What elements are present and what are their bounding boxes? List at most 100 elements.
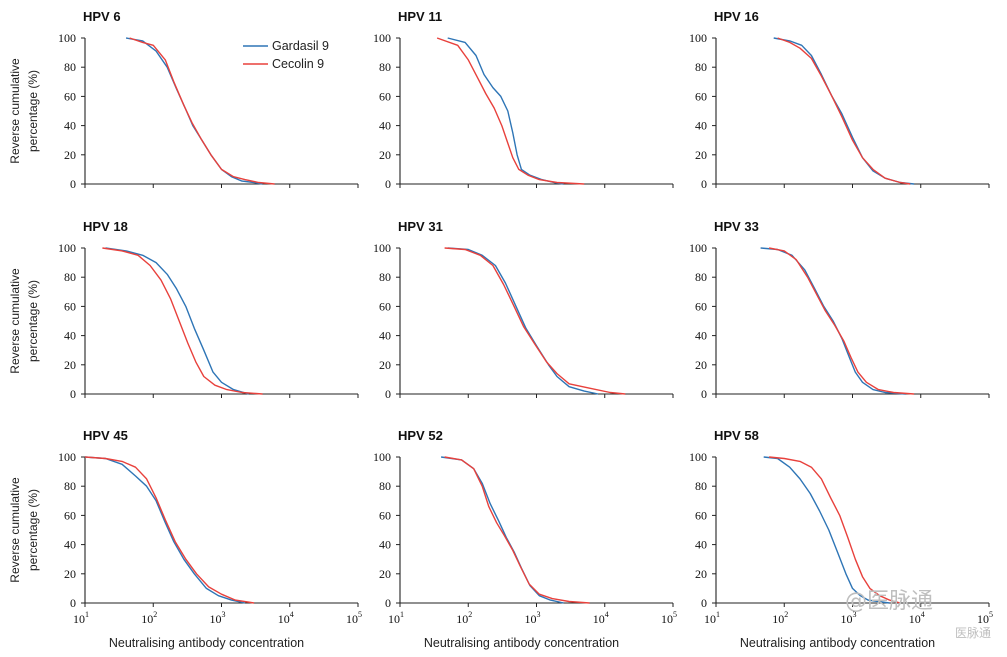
- y-tick-label: 60: [64, 299, 76, 313]
- x-tick-exponent: 2: [468, 610, 472, 619]
- series-line-gardasil-9: [84, 456, 246, 604]
- y-tick-label: 80: [695, 60, 707, 74]
- x-tick-label: 103: [210, 610, 226, 626]
- x-tick-base: 10: [841, 612, 853, 626]
- y-tick-label: 60: [695, 508, 707, 522]
- y-tick-label: 80: [695, 479, 707, 493]
- x-tick-exponent: 5: [989, 610, 993, 619]
- x-tick-exponent: 1: [716, 610, 720, 619]
- x-tick-label: 102: [772, 610, 788, 626]
- y-tick-label: 40: [64, 538, 76, 552]
- x-tick-exponent: 1: [85, 610, 89, 619]
- y-tick-label: 0: [70, 387, 76, 401]
- series-line-gardasil-9: [441, 456, 564, 604]
- x-tick-exponent: 4: [605, 610, 609, 619]
- y-tick-label: 20: [695, 358, 707, 372]
- series-line-cecolin-9: [84, 456, 255, 604]
- x-tick-label: 103: [525, 610, 541, 626]
- y-tick-label: 40: [379, 119, 391, 133]
- y-tick-label: 20: [379, 358, 391, 372]
- x-tick-base: 10: [278, 612, 290, 626]
- x-tick-base: 10: [456, 612, 468, 626]
- x-axis-label: Neutralising antibody concentration: [109, 636, 304, 650]
- y-tick-label: 60: [379, 89, 391, 103]
- x-tick-exponent: 3: [537, 610, 541, 619]
- y-tick-label: 100: [58, 450, 76, 464]
- y-tick-label: 100: [58, 241, 76, 255]
- y-tick-label: 0: [385, 387, 391, 401]
- y-tick-label: 20: [379, 567, 391, 581]
- x-tick-label: 104: [909, 610, 925, 626]
- x-tick-label: 103: [841, 610, 857, 626]
- y-tick-label: 0: [385, 596, 391, 610]
- y-tick-label: 100: [373, 450, 391, 464]
- x-tick-label: 101: [388, 610, 404, 626]
- x-tick-base: 10: [909, 612, 921, 626]
- y-tick-label: 80: [64, 479, 76, 493]
- series-line-gardasil-9: [763, 456, 890, 604]
- series-line-gardasil-9: [447, 247, 599, 395]
- x-tick-label: 105: [977, 610, 993, 626]
- y-tick-label: 80: [379, 60, 391, 74]
- x-tick-label: 104: [593, 610, 609, 626]
- x-tick-label: 105: [346, 610, 362, 626]
- y-axis-label-line1: Reverse cumulative: [8, 58, 22, 164]
- panel-hpv-6: HPV 6 0 20 40 60 80 100 Reverse cumulative perce…: [8, 9, 359, 191]
- x-tick-base: 10: [593, 612, 605, 626]
- x-tick-exponent: 4: [290, 610, 294, 619]
- series-line-gardasil-9: [125, 37, 263, 185]
- y-tick-label: 60: [379, 299, 391, 313]
- y-tick-label: 60: [64, 508, 76, 522]
- y-axis-label-line1: Reverse cumulative: [8, 268, 22, 374]
- y-tick-label: 100: [689, 450, 707, 464]
- series-line-cecolin-9: [436, 37, 585, 185]
- x-tick-label: 101: [704, 610, 720, 626]
- x-tick-label: 101: [73, 610, 89, 626]
- panel-title: HPV 6: [83, 9, 121, 24]
- y-tick-label: 100: [373, 31, 391, 45]
- series-line-gardasil-9: [760, 247, 906, 395]
- x-tick-base: 10: [525, 612, 537, 626]
- x-axis-label: Neutralising antibody concentration: [740, 636, 935, 650]
- panel-title: HPV 11: [398, 9, 442, 24]
- y-axis-label-line2: percentage (%): [26, 280, 40, 362]
- y-tick-label: 40: [379, 329, 391, 343]
- x-tick-exponent: 2: [784, 610, 788, 619]
- x-tick-label: 105: [661, 610, 677, 626]
- y-axis-label-line2: percentage (%): [26, 489, 40, 571]
- x-tick-base: 10: [73, 612, 85, 626]
- x-tick-base: 10: [704, 612, 716, 626]
- y-tick-label: 40: [379, 538, 391, 552]
- y-tick-label: 40: [695, 119, 707, 133]
- series-line-cecolin-9: [129, 37, 275, 185]
- y-tick-label: 40: [64, 329, 76, 343]
- x-tick-exponent: 1: [400, 610, 404, 619]
- y-tick-label: 80: [64, 60, 76, 74]
- y-tick-label: 80: [64, 270, 76, 284]
- y-tick-label: 20: [695, 567, 707, 581]
- y-axis-label-line2: percentage (%): [26, 70, 40, 152]
- x-tick-exponent: 2: [153, 610, 157, 619]
- x-tick-base: 10: [210, 612, 222, 626]
- series-line-gardasil-9: [447, 37, 564, 185]
- y-tick-label: 100: [58, 31, 76, 45]
- panel-hpv-31: HPV 31 0 20 40 60 80 100: [373, 219, 674, 401]
- y-tick-label: 60: [64, 89, 76, 103]
- panel-title: HPV 52: [398, 428, 443, 443]
- panel-hpv-18: HPV 18 0 20 40 60 80 100 Reverse cumulative perc…: [8, 219, 359, 401]
- x-tick-base: 10: [977, 612, 989, 626]
- y-tick-label: 40: [695, 538, 707, 552]
- x-tick-label: 102: [141, 610, 157, 626]
- y-tick-label: 80: [379, 479, 391, 493]
- legend-label: Cecolin 9: [272, 57, 324, 71]
- y-tick-label: 0: [385, 177, 391, 191]
- y-tick-label: 0: [701, 596, 707, 610]
- watermark-small-text: 医脉通: [955, 625, 991, 640]
- series-line-gardasil-9: [773, 37, 915, 185]
- x-tick-exponent: 5: [358, 610, 362, 619]
- x-tick-base: 10: [141, 612, 153, 626]
